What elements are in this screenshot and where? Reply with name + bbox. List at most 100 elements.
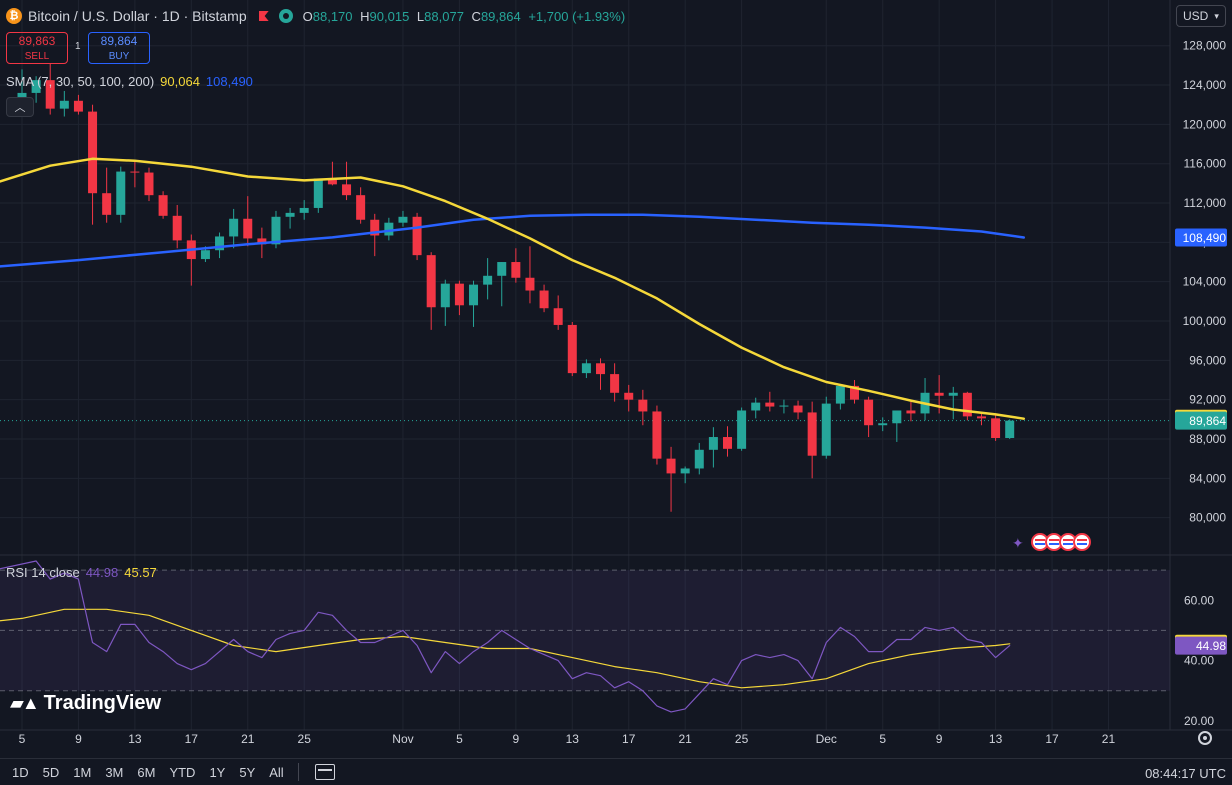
candle-body [581,363,591,374]
candle-body [878,423,888,426]
candle-body [948,392,958,396]
range-5y-button[interactable]: 5Y [239,764,256,780]
range-6m-button[interactable]: 6M [137,764,156,780]
sma-slow-line [0,213,1026,268]
ohlc-values: O88,170 H90,015 L88,077 C89,864 +1,700 (… [303,9,630,24]
candle-body [849,385,859,400]
buy-button[interactable]: 89,864 BUY [88,32,150,64]
high-label: H [360,8,370,24]
high-value: 90,015 [369,8,410,24]
price-tick-label: 104,000 [1183,275,1227,289]
market-status-icon [278,9,293,23]
sell-price: 89,863 [18,34,56,48]
symbol-header[interactable]: ₿ Bitcoin / U.S. Dollar · 1D · Bitstamp … [6,6,629,26]
change-value: +1,700 (+1.93%) [528,8,626,24]
rsi-value-badge: 44.98 [1196,639,1226,653]
time-tick-label: 5 [456,732,463,746]
flag-stripe [1035,539,1045,541]
candle-body [144,172,154,196]
flag-stripe [1077,539,1087,541]
time-tick-label: 9 [513,732,520,746]
flag-stripe [1049,539,1059,541]
candle-body [59,100,69,109]
time-tick-label: Dec [816,732,837,746]
candle-body [962,392,972,417]
calendar-icon[interactable] [314,764,335,780]
candle-body [327,178,337,185]
range-1y-button[interactable]: 1Y [209,764,226,780]
candle-body [384,222,394,236]
candles [17,63,1015,512]
open-label: O [302,8,313,24]
range-5d-button[interactable]: 5D [42,764,60,780]
flag-stripe [1063,543,1073,545]
range-ytd-button[interactable]: YTD [169,764,196,780]
last-price-badge: 89,864 [1189,414,1226,428]
candle-body [638,399,648,412]
candle-body [271,216,281,245]
chevron-down-icon: ▾ [1214,10,1219,21]
candle-body [596,363,606,375]
price-tick-label: 128,000 [1183,39,1227,53]
symbol-title[interactable]: Bitcoin / U.S. Dollar · 1D · Bitstamp [28,8,247,24]
time-tick-label: 5 [879,732,886,746]
time-tick-label: 13 [566,732,580,746]
clock: 08:44:17 UTC [1145,766,1226,781]
chevron-up-icon: ︿ [14,102,26,114]
candle-body [172,215,182,241]
candle-body [807,412,817,456]
sma-fast-value: 90,064 [160,74,200,89]
flag-stripe [1049,543,1059,545]
currency-select[interactable]: USD ▾ [1176,5,1226,27]
sma-fast-line [0,157,1026,420]
price-tick-label: 100,000 [1183,314,1227,328]
price-tick-label: 80,000 [1189,511,1226,525]
flag-icon[interactable] [258,11,269,21]
candle-body [991,418,1001,439]
sma-slow-price-badge: 108,490 [1183,231,1227,245]
candle-body [73,100,83,112]
candle-body [751,402,761,411]
toolbar-divider [297,763,299,781]
candle-body [779,405,789,407]
candle-body [680,468,690,474]
candle-body [102,193,112,215]
time-tick-label: 21 [241,732,255,746]
rsi-line [0,560,1011,713]
sell-label: SELL [24,51,50,62]
candle-body [610,374,620,393]
range-3m-button[interactable]: 3M [105,764,124,780]
tradingview-logo[interactable]: ▰▲ TradingView [10,692,161,715]
sma-legend[interactable]: SMA (7, 30, 50, 100, 200) 90,064 108,490 [6,74,253,89]
price-tick-label: 84,000 [1189,471,1226,485]
sma-slow-value: 108,490 [205,74,253,89]
candle-body [652,411,662,459]
range-all-button[interactable]: All [269,764,284,780]
candle-body [1005,420,1015,439]
gear-icon[interactable] [1198,731,1212,745]
candle-body [469,284,479,306]
spread-value: 1 [75,41,81,52]
low-value: 88,077 [424,8,464,24]
rsi-tick-label: 20.00 [1184,714,1214,728]
time-tick-label: 25 [735,732,749,746]
close-label: C [471,8,481,24]
rsi-legend[interactable]: RSI 14 close 44.98 45.57 [6,565,157,580]
candle-body [313,178,323,208]
collapse-legend-button[interactable]: ︿ [6,97,34,117]
sma-slow-price-badge-bg [1175,228,1227,247]
candle-body [88,111,98,194]
time-tick-label: 9 [75,732,82,746]
candle-body [257,238,267,245]
candle-body [708,437,718,450]
candle-body [694,449,704,469]
range-1m-button[interactable]: 1M [73,764,92,780]
time-tick-label: 5 [19,732,26,746]
range-1d-button[interactable]: 1D [12,764,29,780]
flag-stripe [1035,543,1045,545]
candle-body [497,262,507,276]
sell-button[interactable]: 89,863 SELL [6,32,68,64]
time-tick-label: 25 [298,732,312,746]
candle-body [511,262,521,278]
